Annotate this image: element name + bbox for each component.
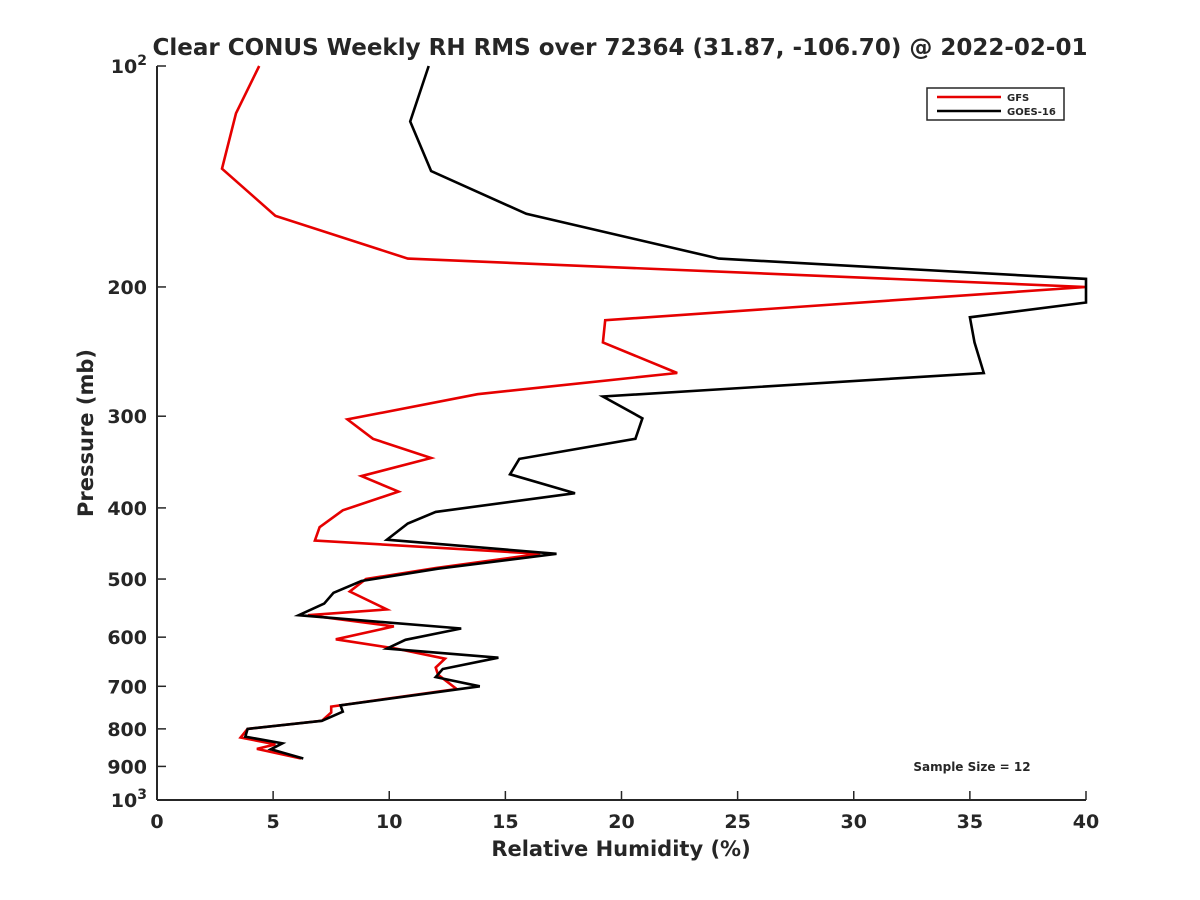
legend-label-gfs: GFS (1007, 93, 1029, 104)
y-tick-label: 900 (107, 756, 147, 778)
x-tick-label: 0 (150, 811, 163, 833)
y-tick-label: 500 (107, 569, 147, 591)
x-tick-label: 15 (492, 811, 518, 833)
x-tick-label: 25 (724, 811, 750, 833)
y-tick-label: 700 (107, 676, 147, 698)
legend: GFS GOES-16 (926, 87, 1065, 121)
x-tick-label: 30 (841, 811, 867, 833)
y-tick-label: 600 (107, 627, 147, 649)
chart-title: Clear CONUS Weekly RH RMS over 72364 (31… (153, 35, 1088, 61)
x-tick-label: 40 (1073, 811, 1099, 833)
legend-label-goes16: GOES-16 (1007, 107, 1056, 118)
y-tick-label: 400 (107, 498, 147, 520)
x-tick-label: 5 (267, 811, 280, 833)
sample-size-annotation: Sample Size = 12 (913, 760, 1030, 774)
y-tick-label: 103 (111, 787, 147, 812)
x-tick-label: 20 (608, 811, 634, 833)
y-tick-label: 200 (107, 277, 147, 299)
legend-box (926, 87, 1065, 121)
x-tick-label: 35 (957, 811, 983, 833)
y-ticks: 102 200 300 400 500 600 700 800 900 103 (107, 53, 166, 812)
y-tick-label: 800 (107, 719, 147, 741)
x-tick-label: 10 (376, 811, 402, 833)
x-axis-label: Relative Humidity (%) (491, 837, 750, 861)
series-line-goes16 (243, 65, 1088, 760)
y-tick-label: 102 (111, 53, 147, 78)
series-layer (220, 65, 1088, 760)
y-tick-label: 300 (107, 406, 147, 428)
plot-area (157, 66, 1086, 800)
x-ticks: 0 5 10 15 20 25 30 35 40 (150, 791, 1099, 833)
y-axis-label: Pressure (mb) (74, 349, 98, 517)
